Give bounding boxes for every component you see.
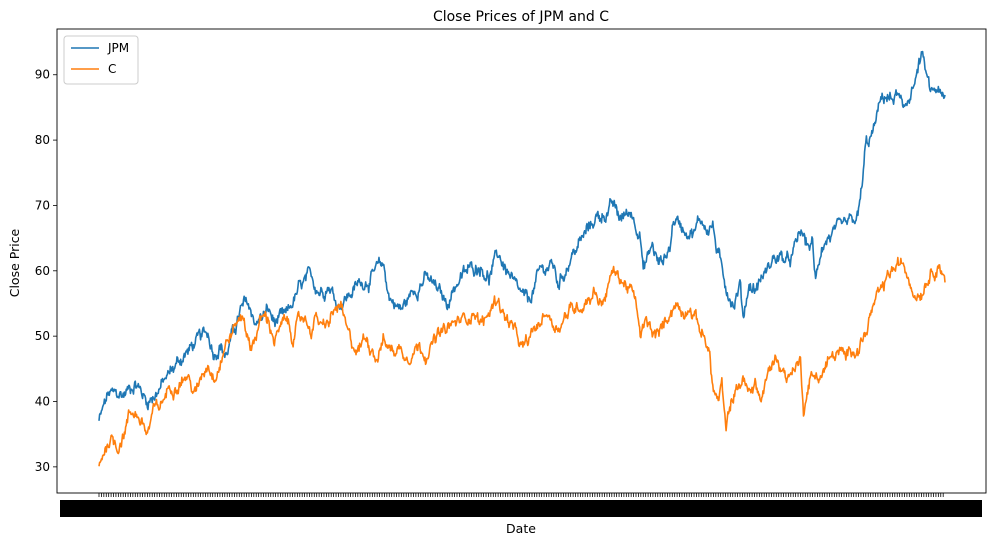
series-line-jpm bbox=[98, 50, 946, 421]
legend-label-jpm: JPM bbox=[107, 41, 129, 55]
y-tick-label: 90 bbox=[35, 68, 50, 82]
chart-title: Close Prices of JPM and C bbox=[433, 9, 609, 25]
legend: JPM C bbox=[63, 35, 139, 85]
legend-label-c: C bbox=[108, 62, 116, 76]
x-axis-label: Date bbox=[506, 521, 536, 536]
y-axis: 30 40 50 60 70 80 90 bbox=[35, 68, 57, 474]
plot-frame bbox=[56, 28, 987, 494]
plot-area bbox=[56, 28, 987, 494]
y-tick-label: 70 bbox=[35, 198, 50, 212]
y-tick-label: 60 bbox=[35, 264, 50, 278]
x-axis bbox=[60, 493, 982, 517]
series-layer bbox=[98, 50, 946, 467]
y-tick-label: 80 bbox=[35, 133, 50, 147]
x-tick-marks bbox=[98, 493, 944, 497]
y-tick-label: 50 bbox=[35, 329, 50, 343]
y-tick-label: 40 bbox=[35, 395, 50, 409]
y-tick-label: 30 bbox=[35, 460, 50, 474]
series-line-c bbox=[98, 256, 946, 467]
x-tick-labels-overlap bbox=[60, 500, 982, 517]
y-axis-label: Close Price bbox=[7, 228, 22, 297]
